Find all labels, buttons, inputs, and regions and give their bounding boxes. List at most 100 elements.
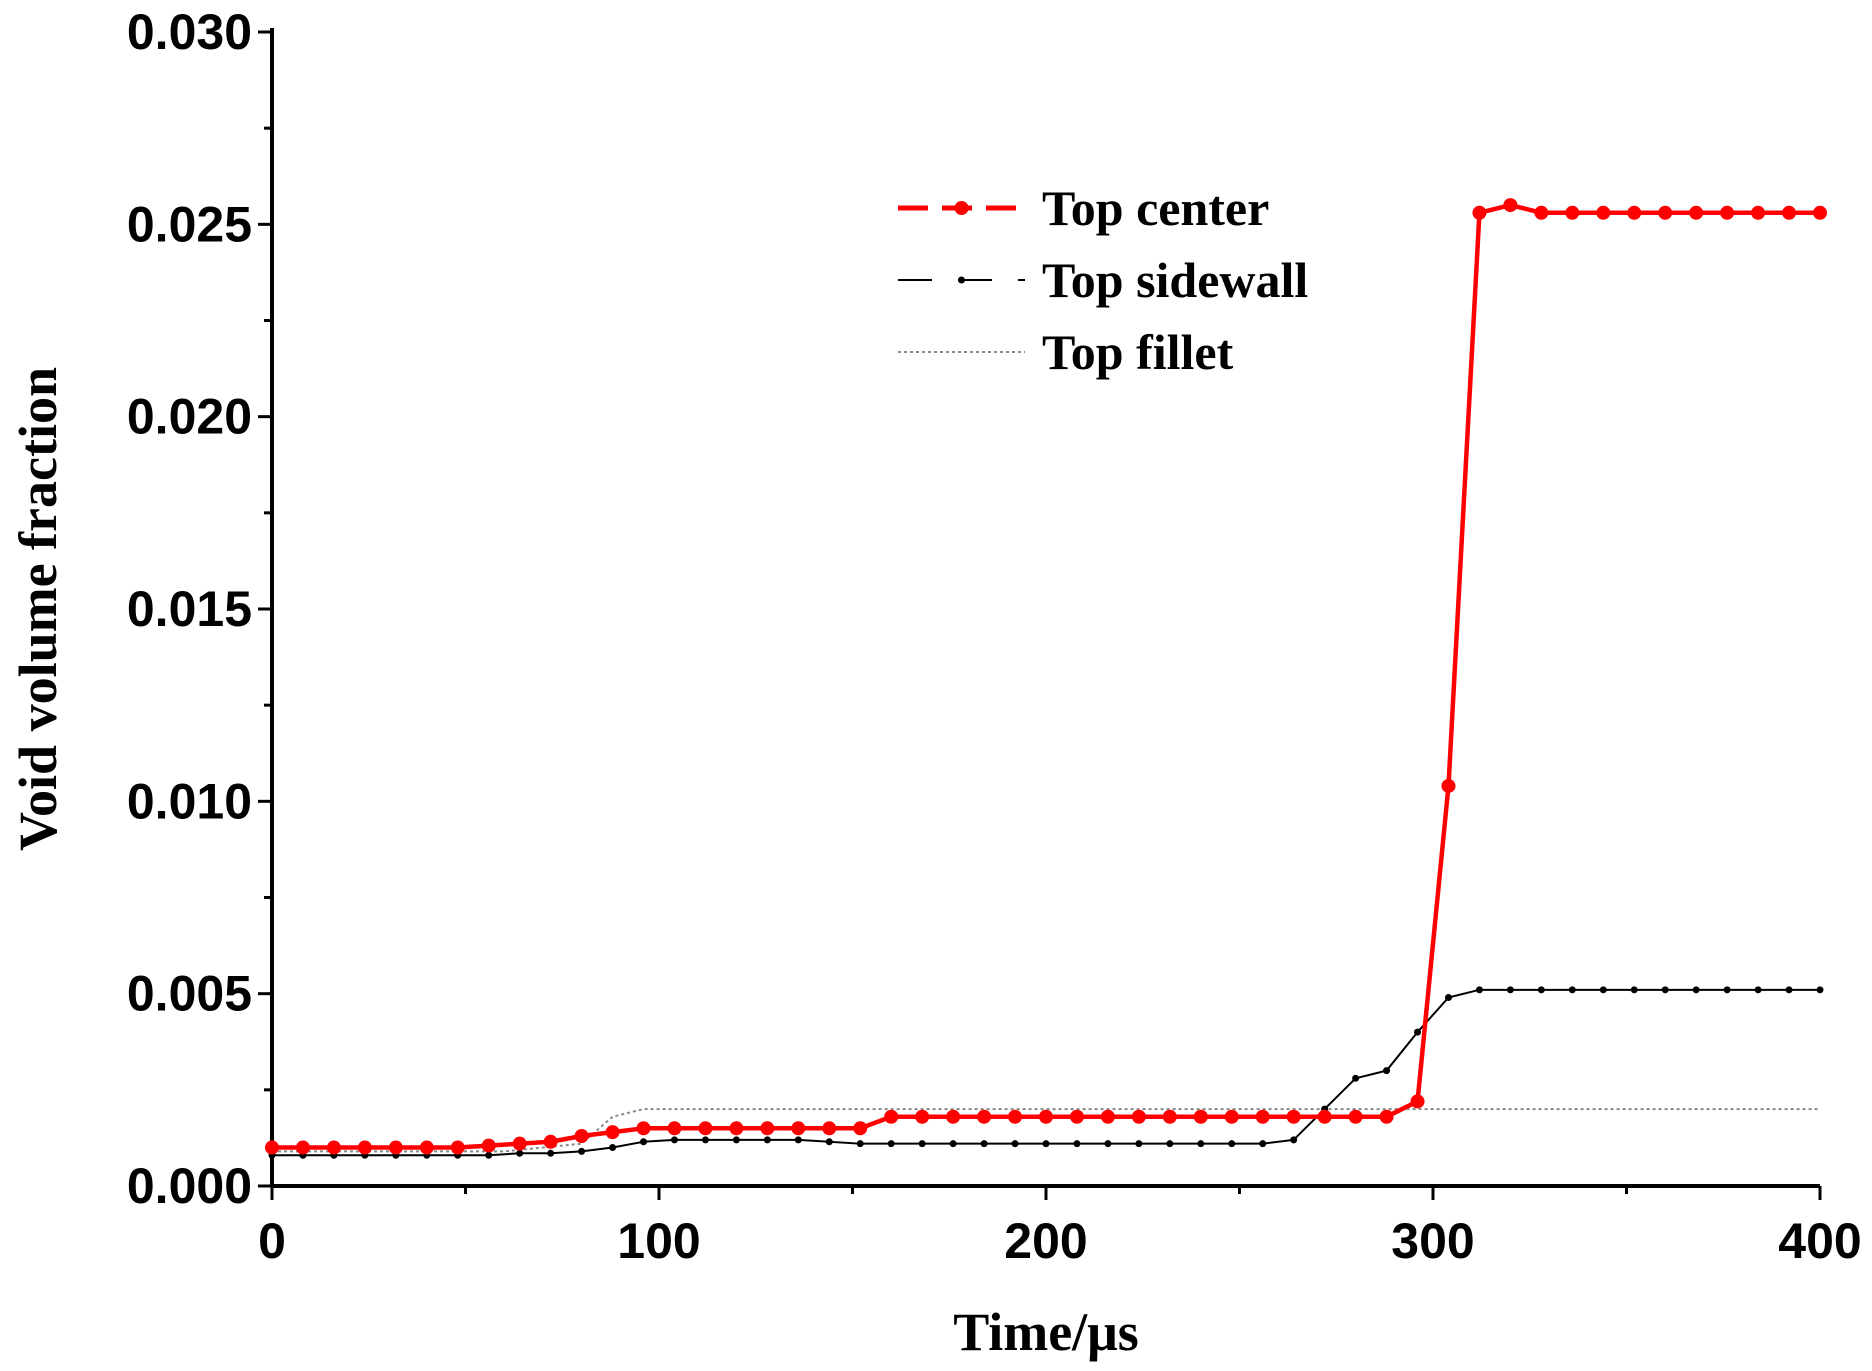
data-point-top-center xyxy=(1317,1109,1332,1124)
data-point-top-center xyxy=(1782,205,1797,220)
y-tick-label: 0.025 xyxy=(127,196,252,252)
data-point-top-center xyxy=(1565,205,1580,220)
data-point-top-sidewall xyxy=(1135,1140,1143,1148)
data-point-top-sidewall xyxy=(1104,1140,1112,1148)
data-point-top-center xyxy=(791,1121,806,1136)
legend: Top center Top sidewall Top fillet xyxy=(898,180,1308,380)
data-point-top-sidewall xyxy=(1537,986,1545,994)
data-point-top-center xyxy=(822,1121,837,1136)
data-point-top-center xyxy=(1100,1109,1115,1124)
data-point-top-sidewall xyxy=(578,1147,586,1155)
x-tick-label: 0 xyxy=(258,1213,286,1269)
data-point-top-center xyxy=(1069,1109,1084,1124)
data-point-top-center xyxy=(1410,1094,1425,1109)
data-point-top-center xyxy=(1627,205,1642,220)
data-point-top-sidewall xyxy=(701,1136,709,1144)
data-point-top-center xyxy=(1255,1109,1270,1124)
y-tick-label: 0.030 xyxy=(127,4,252,60)
data-point-top-center xyxy=(853,1121,868,1136)
data-point-top-center xyxy=(884,1109,899,1124)
data-point-top-center xyxy=(326,1140,341,1155)
data-point-top-sidewall xyxy=(485,1151,493,1159)
data-point-top-sidewall xyxy=(1383,1067,1391,1075)
data-point-top-sidewall xyxy=(1661,986,1669,994)
data-point-top-center xyxy=(543,1134,558,1149)
data-point-top-sidewall xyxy=(1630,986,1638,994)
data-point-top-center xyxy=(760,1121,775,1136)
data-point-top-center xyxy=(1689,205,1704,220)
x-axis-label: Time/μs xyxy=(953,1302,1139,1362)
data-point-top-sidewall xyxy=(949,1140,957,1148)
data-point-top-center xyxy=(977,1109,992,1124)
data-point-top-sidewall xyxy=(1197,1140,1205,1148)
plot-area xyxy=(265,198,1827,1159)
data-point-top-center xyxy=(1751,205,1766,220)
data-point-top-sidewall xyxy=(1785,986,1793,994)
data-point-top-sidewall xyxy=(1414,1028,1422,1036)
data-point-top-sidewall xyxy=(1475,986,1483,994)
data-point-top-sidewall xyxy=(856,1140,864,1148)
data-point-top-sidewall xyxy=(732,1136,740,1144)
data-point-top-sidewall xyxy=(1042,1140,1050,1148)
ticks: 0 100 200 300 400 0.000 0.005 0.010 0.015 0.020 0.… xyxy=(127,4,1862,1269)
data-point-top-sidewall xyxy=(794,1136,802,1144)
data-point-top-center xyxy=(698,1121,713,1136)
legend-marker-top-sidewall xyxy=(958,276,965,284)
data-point-top-center xyxy=(1441,778,1456,793)
data-point-top-sidewall xyxy=(887,1140,895,1148)
data-point-top-sidewall xyxy=(1599,986,1607,994)
data-point-top-sidewall xyxy=(609,1144,617,1152)
x-tick-label: 100 xyxy=(617,1213,700,1269)
data-point-top-sidewall xyxy=(1444,994,1452,1002)
data-point-top-sidewall xyxy=(1073,1140,1081,1148)
data-point-top-center xyxy=(1008,1109,1023,1124)
data-point-top-center xyxy=(1813,205,1827,220)
data-point-top-sidewall xyxy=(1723,986,1731,994)
data-point-top-sidewall xyxy=(547,1149,555,1157)
x-tick-label: 300 xyxy=(1391,1213,1474,1269)
data-point-top-sidewall xyxy=(1011,1140,1019,1148)
x-tick-label: 400 xyxy=(1778,1213,1861,1269)
data-point-top-center xyxy=(636,1121,651,1136)
data-point-top-center xyxy=(946,1109,961,1124)
data-point-top-sidewall xyxy=(1692,986,1700,994)
data-point-top-center xyxy=(1039,1109,1053,1124)
data-point-top-center xyxy=(1379,1109,1394,1124)
y-tick-label: 0.020 xyxy=(127,389,252,445)
data-point-top-sidewall xyxy=(1259,1140,1267,1148)
y-tick-label: 0.010 xyxy=(127,773,252,829)
data-point-top-sidewall xyxy=(1352,1074,1360,1082)
data-point-top-center xyxy=(450,1140,465,1155)
data-point-top-center xyxy=(419,1140,434,1155)
data-point-top-sidewall xyxy=(763,1136,771,1144)
data-point-top-sidewall xyxy=(1290,1136,1298,1144)
x-tick-label: 200 xyxy=(1004,1213,1087,1269)
data-point-top-center xyxy=(357,1140,372,1155)
data-point-top-center xyxy=(1224,1109,1239,1124)
data-point-top-sidewall xyxy=(1228,1140,1236,1148)
data-point-top-sidewall xyxy=(670,1136,678,1144)
y-axis-label: Void volume fraction xyxy=(8,367,68,851)
y-tick-label: 0.005 xyxy=(127,966,252,1022)
data-point-top-center xyxy=(1162,1109,1177,1124)
data-point-top-sidewall xyxy=(1568,986,1576,994)
data-point-top-center xyxy=(512,1136,527,1151)
series-line-top-sidewall xyxy=(272,988,1820,1157)
data-point-top-sidewall xyxy=(1506,986,1514,994)
data-point-top-center xyxy=(1472,205,1487,220)
data-point-top-sidewall xyxy=(1754,986,1762,994)
data-point-top-center xyxy=(1131,1109,1146,1124)
y-tick-label: 0.000 xyxy=(127,1158,252,1214)
data-point-top-center xyxy=(1286,1109,1301,1124)
data-point-top-sidewall xyxy=(1166,1140,1174,1148)
data-point-top-center xyxy=(1534,205,1549,220)
data-point-top-center xyxy=(1596,205,1611,220)
data-point-top-center xyxy=(574,1128,589,1143)
data-point-top-center xyxy=(1348,1109,1363,1124)
data-point-top-center xyxy=(265,1140,279,1155)
data-point-top-center xyxy=(1503,198,1518,213)
data-point-top-center xyxy=(1193,1109,1208,1124)
data-point-top-center xyxy=(388,1140,403,1155)
legend-label-top-center: Top center xyxy=(1042,180,1269,236)
